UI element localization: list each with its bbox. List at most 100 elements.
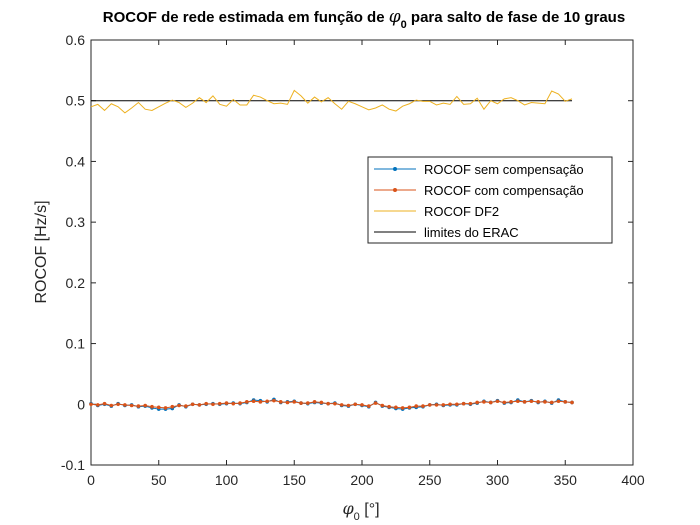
- legend-marker: [393, 167, 397, 171]
- data-point-rocof-com-compensacao: [245, 400, 249, 404]
- x-tick-label: 400: [621, 472, 645, 488]
- data-point-rocof-com-compensacao: [570, 400, 574, 405]
- y-tick-label: 0.4: [66, 153, 86, 169]
- data-point-rocof-com-compensacao: [251, 399, 256, 404]
- x-tick-label: 200: [350, 472, 374, 488]
- data-point-rocof-com-compensacao: [366, 404, 371, 408]
- y-tick-label: 0.6: [66, 32, 86, 48]
- chart-title: ROCOF de rede estimada em função de φ0 p…: [103, 7, 625, 31]
- data-point-rocof-com-compensacao: [448, 402, 452, 407]
- data-point-rocof-com-compensacao: [89, 402, 93, 407]
- y-axis-label: ROCOF [Hz/s]: [33, 200, 50, 303]
- data-point-rocof-com-compensacao: [556, 399, 561, 404]
- data-point-rocof-com-compensacao: [265, 399, 269, 404]
- data-point-rocof-com-compensacao: [109, 403, 114, 408]
- x-axis-label: φ0 [°]: [342, 499, 379, 523]
- data-point-rocof-com-compensacao: [312, 400, 317, 404]
- data-point-rocof-com-compensacao: [238, 401, 242, 405]
- data-point-rocof-com-compensacao: [529, 399, 534, 404]
- data-point-rocof-com-compensacao: [549, 400, 554, 405]
- legend-box: [367, 156, 613, 244]
- data-point-rocof-com-compensacao: [502, 400, 507, 405]
- data-point-rocof-com-compensacao: [258, 400, 263, 404]
- data-point-rocof-com-compensacao: [434, 403, 439, 407]
- data-point-rocof-com-compensacao: [441, 403, 446, 407]
- data-point-rocof-com-compensacao: [536, 400, 540, 404]
- x-tick-label: 50: [151, 472, 167, 488]
- y-tick-label: 0.1: [66, 336, 86, 352]
- data-point-rocof-com-compensacao: [488, 400, 493, 405]
- y-tick-label: 0.2: [66, 275, 86, 291]
- data-point-rocof-com-compensacao: [184, 404, 188, 408]
- data-point-rocof-com-compensacao: [482, 400, 486, 404]
- data-point-rocof-com-compensacao: [543, 400, 547, 404]
- data-point-rocof-com-compensacao: [102, 401, 107, 406]
- data-point-rocof-com-compensacao: [468, 401, 473, 406]
- data-point-rocof-com-compensacao: [272, 398, 276, 403]
- legend: ROCOF sem compensação ROCOF com compensaç…: [367, 156, 613, 244]
- data-point-rocof-com-compensacao: [292, 400, 297, 404]
- data-point-rocof-com-compensacao: [217, 401, 222, 406]
- data-point-rocof-com-compensacao: [129, 403, 134, 408]
- data-point-rocof-com-compensacao: [461, 401, 466, 406]
- data-point-rocof-com-compensacao: [123, 403, 127, 407]
- data-point-rocof-com-compensacao: [306, 401, 310, 405]
- data-point-rocof-com-compensacao: [380, 403, 385, 408]
- data-point-rocof-com-compensacao: [353, 402, 358, 407]
- data-point-rocof-com-compensacao: [333, 401, 337, 406]
- data-point-rocof-com-compensacao: [299, 401, 303, 405]
- data-point-rocof-com-compensacao: [414, 404, 419, 408]
- legend-label: ROCOF com compensação: [424, 183, 584, 198]
- data-point-rocof-com-compensacao: [319, 400, 324, 405]
- legend-label: ROCOF sem compensação: [424, 162, 584, 177]
- legend-label: limites do ERAC: [424, 225, 519, 240]
- data-point-rocof-com-compensacao: [204, 401, 208, 406]
- data-point-rocof-com-compensacao: [116, 402, 120, 407]
- data-point-rocof-com-compensacao: [427, 403, 432, 407]
- data-point-rocof-com-compensacao: [224, 401, 229, 405]
- x-tick-label: 250: [418, 472, 442, 488]
- data-point-rocof-com-compensacao: [346, 403, 351, 408]
- data-point-rocof-com-compensacao: [495, 399, 500, 404]
- data-point-rocof-com-compensacao: [522, 400, 527, 404]
- data-point-rocof-com-compensacao: [177, 403, 181, 408]
- data-point-rocof-com-compensacao: [156, 405, 161, 410]
- x-tick-label: 150: [283, 472, 307, 488]
- y-tick-label: 0.3: [66, 214, 86, 230]
- data-point-rocof-com-compensacao: [339, 403, 344, 407]
- x-tick-label: 350: [554, 472, 578, 488]
- data-point-rocof-com-compensacao: [421, 404, 425, 408]
- data-point-rocof-com-compensacao: [475, 400, 479, 405]
- legend-label: ROCOF DF2: [424, 204, 499, 219]
- series-line-rocof-df2: [90, 89, 573, 114]
- x-axis-ticks: 0 50 100 150 200 250 300 350 400: [87, 40, 645, 488]
- data-point-rocof-com-compensacao: [143, 403, 147, 408]
- data-point-rocof-com-compensacao: [563, 400, 568, 404]
- legend-marker: [393, 188, 397, 192]
- x-tick-label: 300: [486, 472, 510, 488]
- data-point-rocof-com-compensacao: [387, 404, 391, 409]
- data-point-rocof-com-compensacao: [400, 406, 405, 410]
- data-point-rocof-com-compensacao: [509, 400, 513, 404]
- data-point-rocof-com-compensacao: [278, 400, 283, 404]
- data-point-rocof-com-compensacao: [455, 402, 459, 407]
- series-layer: [89, 89, 574, 411]
- y-tick-label: 0: [77, 396, 85, 412]
- data-point-rocof-com-compensacao: [190, 402, 195, 407]
- data-point-rocof-com-compensacao: [373, 401, 378, 405]
- x-tick-label: 0: [87, 472, 95, 488]
- data-point-rocof-com-compensacao: [95, 403, 100, 407]
- data-point-rocof-com-compensacao: [170, 404, 175, 409]
- data-point-rocof-com-compensacao: [326, 401, 330, 406]
- data-point-rocof-com-compensacao: [407, 405, 412, 410]
- data-point-rocof-com-compensacao: [197, 403, 202, 407]
- data-point-rocof-com-compensacao: [150, 404, 154, 409]
- data-point-rocof-com-compensacao: [360, 403, 364, 407]
- data-point-rocof-com-compensacao: [231, 401, 236, 406]
- y-axis-ticks: -0.1 0 0.1 0.2 0.3 0.4 0.5 0.6: [61, 32, 633, 473]
- data-point-rocof-com-compensacao: [136, 404, 141, 408]
- y-tick-label: 0.5: [66, 93, 86, 109]
- x-tick-label: 100: [215, 472, 239, 488]
- y-tick-label: -0.1: [61, 457, 85, 473]
